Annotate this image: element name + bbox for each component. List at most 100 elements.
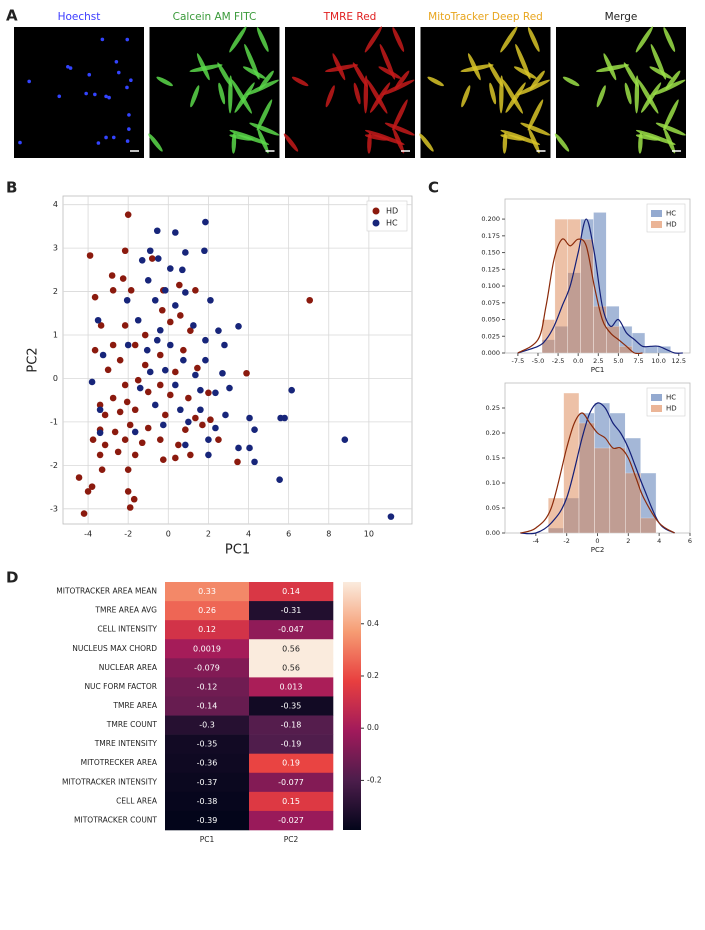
point: [131, 451, 139, 459]
nucleus: [107, 95, 111, 100]
kde-line: [520, 402, 675, 535]
y-tick-label: 0.000: [481, 349, 500, 357]
point: [109, 341, 117, 349]
point: [151, 401, 159, 409]
cell: [231, 132, 237, 154]
point: [141, 361, 149, 369]
x-tick-label: 6: [688, 537, 692, 545]
legend-marker: [372, 219, 380, 227]
point: [192, 414, 199, 422]
nucleus: [111, 135, 116, 140]
heatmap-cell: [165, 639, 250, 659]
point: [104, 366, 112, 374]
point: [96, 451, 104, 459]
x-axis-label: PC1: [225, 543, 250, 558]
cell: [624, 82, 632, 105]
point: [177, 406, 184, 414]
colorbar-tick-label: 0.0: [367, 723, 379, 732]
cell: [502, 132, 508, 154]
point: [159, 456, 167, 464]
legend-swatch: [651, 210, 662, 217]
x-tick-label: 0: [166, 530, 171, 539]
point: [180, 346, 187, 354]
point: [109, 394, 117, 402]
point: [235, 323, 242, 330]
nucleus: [100, 37, 105, 42]
x-tick-label: 2: [206, 530, 211, 539]
point: [148, 255, 156, 262]
point: [123, 296, 131, 304]
point: [144, 424, 152, 432]
cell: [352, 62, 368, 88]
cell: [502, 79, 523, 114]
point: [207, 416, 214, 424]
point: [161, 286, 169, 294]
point: [185, 418, 192, 426]
point: [201, 247, 208, 255]
point: [341, 436, 349, 444]
heatmap-cell: [165, 810, 250, 831]
cell: [638, 132, 643, 154]
legend-label: HD: [386, 207, 398, 216]
nucleus: [66, 64, 70, 69]
y-tick-label: 0.175: [481, 232, 500, 240]
point: [146, 368, 154, 376]
point: [131, 341, 139, 349]
cell-label: 0.33: [198, 587, 216, 596]
legend-marker: [372, 207, 380, 215]
point: [235, 444, 242, 452]
row-label: MITOTRACKER INTENSITY: [62, 777, 157, 786]
point: [180, 356, 187, 364]
row-label: CELL AREA: [116, 796, 158, 805]
point: [96, 429, 104, 437]
point: [222, 411, 229, 419]
point: [219, 369, 226, 377]
y-tick-label: 0.075: [481, 299, 500, 307]
panel-label: D: [6, 569, 18, 587]
cell: [378, 66, 402, 79]
micrograph: [556, 27, 686, 158]
legend-label: HD: [666, 405, 677, 413]
point: [138, 256, 146, 264]
y-tick-label: 0.05: [486, 504, 500, 512]
point: [175, 441, 182, 449]
point: [212, 389, 219, 397]
cell: [229, 129, 270, 145]
image-title: Merge: [605, 11, 638, 23]
colorbar: [343, 582, 361, 830]
nucleus: [84, 91, 88, 96]
point: [96, 406, 104, 414]
heatmap-cell: [249, 620, 334, 640]
cell: [554, 133, 570, 152]
cell-label: -0.3: [199, 721, 215, 730]
heatmap-cell: [249, 601, 334, 621]
kde-line: [517, 238, 643, 355]
column-label: PC2: [284, 835, 299, 844]
cell: [384, 122, 415, 136]
point: [136, 384, 144, 392]
cell: [283, 133, 299, 152]
x-tick-label: 8: [326, 530, 331, 539]
point: [306, 296, 314, 304]
nucleus: [57, 94, 62, 99]
point: [116, 356, 124, 364]
point: [156, 436, 164, 444]
row-label: NUCLEAR AREA: [99, 663, 158, 672]
cell: [231, 79, 252, 114]
y-tick-label: 1: [53, 331, 58, 340]
hist-bar: [609, 447, 626, 534]
point: [182, 249, 189, 256]
point: [99, 351, 107, 359]
cell: [513, 66, 537, 79]
cell: [655, 122, 686, 136]
point: [141, 331, 149, 339]
hist-bar: [657, 346, 671, 354]
cell: [663, 27, 676, 52]
cell: [505, 82, 526, 113]
point: [124, 488, 132, 495]
heatmap-cell: [165, 582, 250, 602]
cell: [635, 129, 676, 145]
point: [199, 421, 206, 429]
point: [116, 408, 124, 416]
nucleus: [104, 94, 108, 99]
